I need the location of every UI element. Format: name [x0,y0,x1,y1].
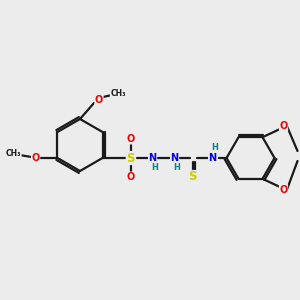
Text: H: H [151,164,158,172]
Text: N: N [148,153,157,163]
Text: CH₃: CH₃ [110,88,126,98]
Text: O: O [279,185,288,195]
Text: O: O [126,134,135,144]
Text: CH₃: CH₃ [6,148,21,158]
Text: S: S [188,170,197,184]
Text: N: N [208,153,217,163]
Text: H: H [211,143,218,152]
Text: O: O [126,172,135,182]
Text: H: H [173,164,180,172]
Text: O: O [32,153,40,163]
Text: S: S [126,152,135,164]
Text: O: O [279,121,288,131]
Text: N: N [170,153,178,163]
Text: O: O [95,95,103,105]
